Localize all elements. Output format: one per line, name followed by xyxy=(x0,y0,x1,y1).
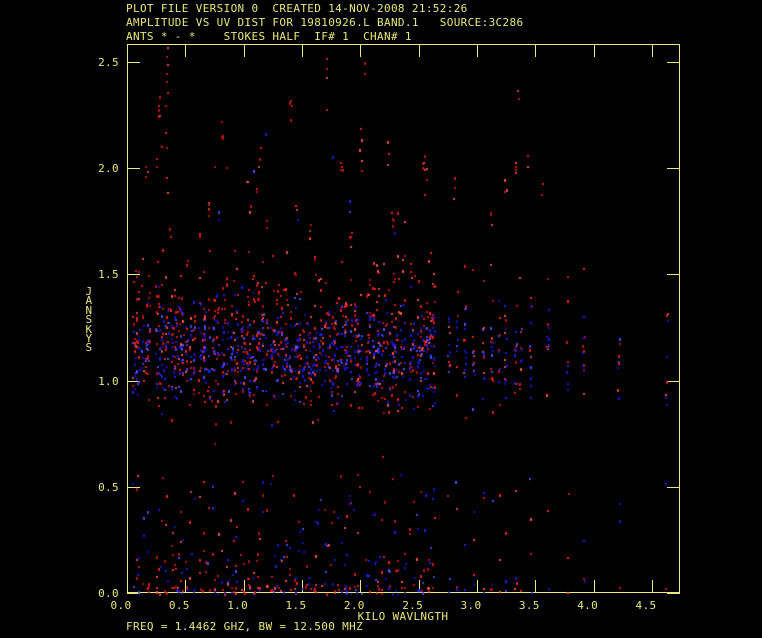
x-tick-label-2.0: 2.0 xyxy=(343,599,365,612)
y-tick-label-1.5: 1.5 xyxy=(98,268,119,282)
y-axis-title-letter: N xyxy=(85,303,93,317)
y-axis-title-letter: K xyxy=(85,322,93,336)
y-axis-title-letter: S xyxy=(85,341,93,355)
x-tick-label-2.5: 2.5 xyxy=(402,599,424,612)
x-tick-label-4.0: 4.0 xyxy=(577,599,599,612)
header-line-stokes: ANTS * - * STOKES HALF IF# 1 CHAN# 1 xyxy=(126,30,412,43)
y-tick-label-0.5: 0.5 xyxy=(98,480,119,494)
x-tick-label-4.5: 4.5 xyxy=(635,599,657,612)
x-axis-title: KILO WAVLNGTH xyxy=(357,610,449,623)
y-axis-title-letter: J xyxy=(85,285,93,298)
x-tick-label-0.5: 0.5 xyxy=(168,599,190,612)
x-tick-label-1.0: 1.0 xyxy=(227,599,249,612)
x-tick-label-1.5: 1.5 xyxy=(285,599,307,612)
x-tick-label-0.0: 0.0 xyxy=(110,599,132,612)
frequency-readout: FREQ = 1.4462 GHZ, BW = 12.500 MHZ xyxy=(126,620,364,633)
header-line-title: AMPLITUDE VS UV DIST FOR 19810926.L BAND… xyxy=(126,16,524,29)
y-tick-label-0.0: 0.0 xyxy=(98,587,119,600)
y-axis-title-letter: A xyxy=(85,294,93,308)
header-line-version: PLOT FILE VERSION 0 CREATED 14-NOV-2008 … xyxy=(126,2,468,15)
y-tick-label-1.0: 1.0 xyxy=(98,374,119,388)
y-tick-label-2.0: 2.0 xyxy=(98,162,119,176)
y-tick-label-2.5: 2.5 xyxy=(98,56,119,70)
x-tick-label-3.5: 3.5 xyxy=(518,599,540,612)
y-axis-title-letter: S xyxy=(85,313,93,327)
plot-header: PLOT FILE VERSION 0 CREATED 14-NOV-2008 … xyxy=(126,2,523,44)
x-tick-label-3.0: 3.0 xyxy=(460,599,482,612)
y-axis-title-letter: Y xyxy=(85,332,93,346)
